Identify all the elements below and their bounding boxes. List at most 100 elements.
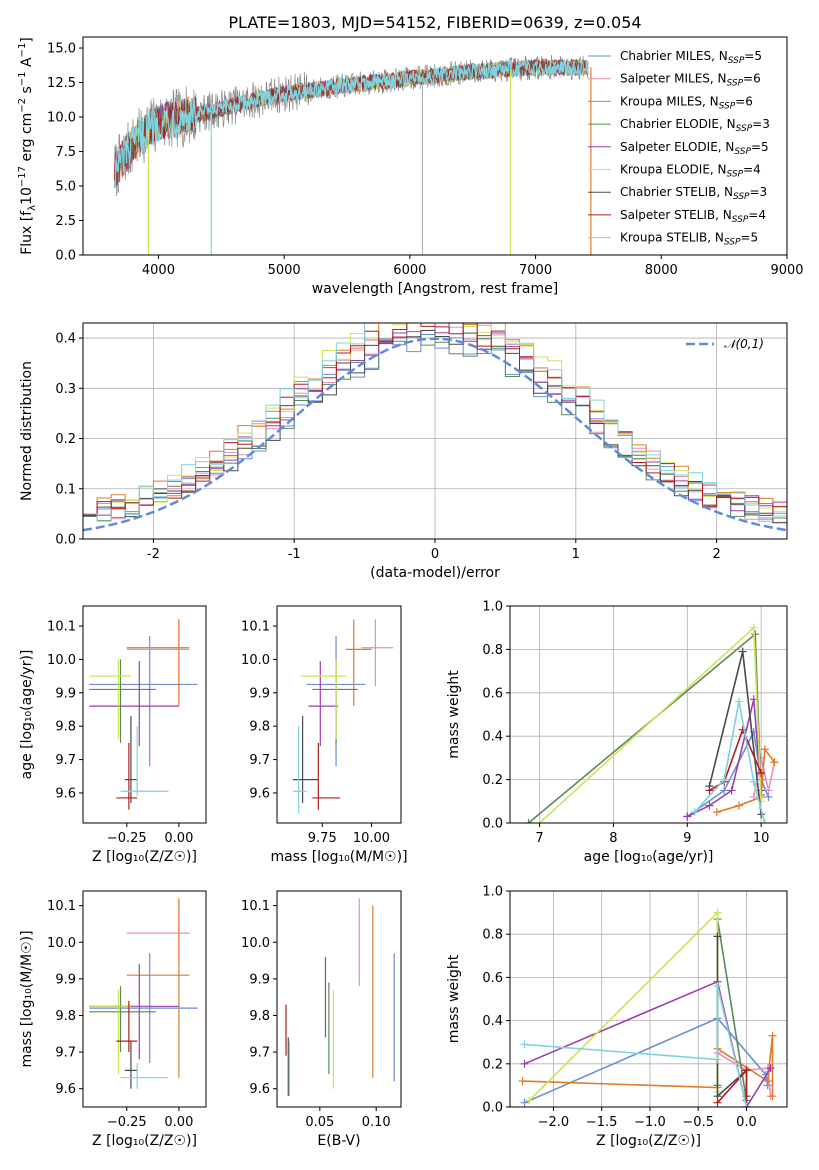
- x-tick-label: 5000: [268, 263, 301, 278]
- y-tick-label: 9.9: [55, 686, 76, 701]
- y-axis-label: Normed distribution: [19, 361, 35, 501]
- weight-marker: [705, 801, 714, 810]
- model-spectrum: [113, 59, 589, 188]
- y-tick-label: 0.2: [482, 1057, 503, 1072]
- weight-marker: [520, 1098, 529, 1107]
- legend-entry: Chabrier STELIB, NSSP=3: [620, 185, 767, 202]
- errorbar-point: [292, 726, 307, 813]
- errorbar-point: [124, 716, 138, 803]
- age-vs-Z-panel: −0.25 0.00 9.6 9.7 9.8 9.9 10.0 10.1 Z [log₁₀(Z/…: [19, 605, 207, 865]
- weight-series: [522, 1035, 774, 1097]
- weight-marker: [525, 1096, 534, 1105]
- errorbars: [89, 898, 198, 1089]
- y-tick-label: 10.1: [47, 899, 76, 914]
- x-tick-label: 9: [683, 831, 691, 846]
- errorbar-point: [300, 659, 346, 740]
- x-tick-label: −0.25: [107, 831, 147, 846]
- weight-marker: [712, 808, 721, 817]
- errorbars: [89, 619, 198, 810]
- legend-entry: Salpeter ELODIE, NSSP=5: [620, 140, 769, 157]
- weight-series: [524, 985, 748, 1107]
- residual-histogram: [83, 323, 787, 516]
- x-tick-label: 2: [712, 547, 720, 562]
- y-tick-label: 9.8: [55, 1009, 76, 1024]
- errorbars: [285, 898, 395, 1097]
- x-tick-label: −0.25: [107, 1115, 147, 1130]
- legend-entry: Salpeter MILES, NSSP=6: [620, 72, 761, 89]
- errorbar-point: [116, 1000, 138, 1053]
- errorbar-point: [308, 661, 339, 747]
- weight-marker: [768, 1092, 777, 1101]
- y-tick-label: 9.6: [55, 1082, 76, 1097]
- figure-title: PLATE=1803, MJD=54152, FIBERID=0639, z=0…: [228, 13, 641, 32]
- y-tick-label: 0.3: [55, 382, 76, 397]
- weight-marker: [520, 1040, 529, 1049]
- y-tick-label: 1.0: [482, 600, 503, 615]
- y-tick-label: 0.0: [482, 1101, 503, 1116]
- errorbar-point: [345, 619, 372, 707]
- y-axis-label: Flux [fλ10−17 erg cm−2 s−1 A−1]: [17, 37, 38, 255]
- mass-vs-Z-panel: −0.25 0.00 9.6 9.7 9.8 9.9 10.0 10.1 Z [log₁₀(Z/…: [19, 890, 207, 1149]
- legend-entry: Chabrier MILES, NSSP=5: [620, 49, 762, 66]
- errorbar-point: [126, 898, 190, 1078]
- residual-histogram: [83, 323, 787, 515]
- y-tick-label: 10.0: [47, 653, 76, 668]
- weight-marker: [734, 801, 743, 810]
- spectrum-panel: 4000 5000 6000 7000 8000 9000 0.0 2.5 5.0 7.5 10.0…: [17, 36, 804, 297]
- x-tick-label: 6000: [393, 263, 426, 278]
- errorbar-point: [312, 742, 340, 810]
- y-tick-label: 0.0: [55, 249, 76, 264]
- x-axis-label: Z [log₁₀(Z/Z☉)]: [596, 1133, 701, 1149]
- x-axis-label: (data-model)/error: [370, 565, 500, 581]
- y-tick-label: 9.9: [249, 686, 270, 701]
- weight-marker: [749, 777, 758, 786]
- y-tick-label: 0.2: [55, 432, 76, 447]
- residual-histogram: [83, 323, 787, 523]
- spectrum-lines: [113, 54, 592, 255]
- y-tick-label: 0.0: [482, 817, 503, 832]
- x-tick-label: -1: [288, 547, 301, 562]
- weight-marker: [713, 1098, 722, 1107]
- y-tick-label: 9.8: [249, 1009, 270, 1024]
- residual-histogram: [83, 323, 787, 522]
- y-tick-label: 9.6: [249, 786, 270, 801]
- plot-frame: [276, 890, 402, 1108]
- mass-vs-ebv-panel: 0.05 0.10 9.6 9.7 9.8 9.9 10.0 10.1 E(B-V): [241, 890, 402, 1149]
- weight-marker: [742, 1066, 751, 1075]
- plot-frame: [509, 890, 788, 1108]
- errorbars: [292, 619, 394, 813]
- y-tick-label: 9.8: [55, 720, 76, 735]
- legend-entry: Kroupa MILES, NSSP=6: [620, 94, 753, 111]
- weight-marker: [713, 908, 722, 917]
- y-tick-label: 9.7: [249, 753, 270, 768]
- errorbar-point: [89, 661, 179, 747]
- y-tick-label: 10.0: [47, 111, 76, 126]
- x-tick-label: 9.75: [308, 831, 337, 846]
- y-axis-label: mass weight: [446, 954, 462, 1043]
- y-tick-label: 0.4: [482, 730, 503, 745]
- y-tick-label: 1.0: [482, 885, 503, 900]
- weight-marker: [727, 786, 736, 795]
- x-tick-label: 10.00: [353, 831, 390, 846]
- weight-marker: [742, 1103, 751, 1107]
- weight-lines: [524, 623, 779, 823]
- y-tick-label: 0.2: [482, 773, 503, 788]
- plot-frame: [82, 605, 207, 824]
- spectrum-legend: Chabrier MILES, NSSP=5 Salpeter MILES, NS…: [588, 49, 770, 248]
- weight-series: [717, 1052, 772, 1097]
- residual-histogram: [83, 323, 787, 516]
- y-tick-label: 9.7: [55, 1046, 76, 1061]
- weight-marker: [518, 1077, 527, 1086]
- x-tick-label: −1.0: [634, 1115, 666, 1130]
- x-tick-label: 0.00: [164, 1115, 193, 1130]
- x-tick-label: −1.5: [586, 1115, 618, 1130]
- weight-marker: [720, 775, 729, 784]
- weight-marker: [535, 819, 544, 823]
- y-tick-label: 9.6: [55, 786, 76, 801]
- plot-frame: [82, 36, 788, 256]
- plot-frame: [82, 322, 788, 540]
- weight-marker: [760, 819, 769, 823]
- weight-marker: [763, 1077, 772, 1086]
- y-tick-label: 10.0: [241, 936, 270, 951]
- x-tick-label: 8000: [645, 263, 678, 278]
